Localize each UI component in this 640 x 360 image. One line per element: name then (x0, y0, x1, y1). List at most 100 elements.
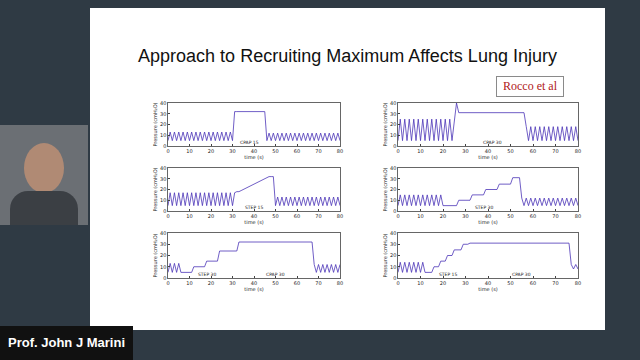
svg-text:80: 80 (337, 280, 343, 286)
svg-text:30: 30 (229, 280, 235, 286)
svg-text:time (s): time (s) (244, 286, 263, 292)
svg-text:40: 40 (390, 230, 396, 236)
svg-text:0: 0 (166, 213, 169, 219)
svg-text:70: 70 (552, 280, 558, 286)
svg-text:40: 40 (160, 165, 166, 171)
svg-text:60: 60 (294, 213, 300, 219)
svg-text:20: 20 (208, 213, 214, 219)
svg-text:60: 60 (530, 213, 536, 219)
svg-text:0: 0 (396, 148, 399, 154)
svg-text:50: 50 (507, 213, 513, 219)
svg-text:40: 40 (390, 165, 396, 171)
svg-text:Pressure (cmH₂O): Pressure (cmH₂O) (152, 102, 158, 146)
svg-text:CPAP 30: CPAP 30 (266, 272, 285, 277)
svg-text:30: 30 (390, 241, 396, 247)
svg-text:0: 0 (393, 208, 396, 214)
svg-text:50: 50 (272, 280, 278, 286)
svg-text:20: 20 (390, 186, 396, 192)
svg-text:20: 20 (440, 213, 446, 219)
svg-text:60: 60 (530, 148, 536, 154)
svg-text:time (s): time (s) (478, 154, 497, 160)
svg-text:STEP 30: STEP 30 (475, 205, 493, 210)
svg-text:80: 80 (575, 148, 581, 154)
svg-text:20: 20 (160, 186, 166, 192)
svg-text:10: 10 (186, 148, 192, 154)
svg-text:0: 0 (163, 208, 166, 214)
svg-text:40: 40 (160, 100, 166, 106)
svg-text:20: 20 (440, 280, 446, 286)
svg-text:time (s): time (s) (244, 154, 263, 160)
svg-text:10: 10 (390, 264, 396, 270)
svg-text:40: 40 (160, 230, 166, 236)
svg-text:30: 30 (160, 111, 166, 117)
svg-text:50: 50 (507, 148, 513, 154)
svg-text:STEP 15: STEP 15 (439, 272, 457, 277)
svg-text:10: 10 (186, 280, 192, 286)
svg-text:30: 30 (462, 148, 468, 154)
svg-text:10: 10 (417, 213, 423, 219)
svg-text:40: 40 (251, 280, 257, 286)
svg-text:30: 30 (229, 213, 235, 219)
svg-text:40: 40 (485, 213, 491, 219)
svg-text:40: 40 (485, 280, 491, 286)
svg-text:40: 40 (485, 148, 491, 154)
svg-text:20: 20 (160, 121, 166, 127)
svg-text:80: 80 (337, 213, 343, 219)
svg-text:30: 30 (462, 213, 468, 219)
svg-text:70: 70 (552, 148, 558, 154)
svg-text:30: 30 (160, 241, 166, 247)
svg-text:STEP 30: STEP 30 (198, 272, 216, 277)
svg-text:30: 30 (390, 111, 396, 117)
svg-text:10: 10 (390, 132, 396, 138)
svg-text:40: 40 (251, 213, 257, 219)
svg-text:20: 20 (208, 148, 214, 154)
svg-text:40: 40 (251, 148, 257, 154)
svg-text:CPAP 30: CPAP 30 (483, 140, 502, 145)
svg-text:80: 80 (575, 280, 581, 286)
svg-text:20: 20 (160, 252, 166, 258)
svg-text:80: 80 (337, 148, 343, 154)
svg-text:30: 30 (390, 176, 396, 182)
svg-text:20: 20 (208, 280, 214, 286)
svg-text:0: 0 (393, 275, 396, 281)
svg-text:CPAP 15: CPAP 15 (240, 140, 259, 145)
svg-text:CPAP 30: CPAP 30 (512, 272, 531, 277)
svg-text:70: 70 (315, 148, 321, 154)
svg-text:70: 70 (315, 213, 321, 219)
svg-text:10: 10 (417, 148, 423, 154)
svg-text:70: 70 (552, 213, 558, 219)
svg-text:80: 80 (575, 213, 581, 219)
svg-text:60: 60 (294, 148, 300, 154)
svg-text:10: 10 (417, 280, 423, 286)
svg-text:Pressure (cmH₂O): Pressure (cmH₂O) (382, 167, 388, 211)
svg-text:20: 20 (440, 148, 446, 154)
svg-text:50: 50 (272, 148, 278, 154)
svg-text:20: 20 (390, 252, 396, 258)
svg-text:STEP 15: STEP 15 (245, 205, 263, 210)
svg-text:30: 30 (462, 280, 468, 286)
svg-text:10: 10 (390, 197, 396, 203)
svg-text:60: 60 (530, 280, 536, 286)
svg-text:Pressure (cmH₂O): Pressure (cmH₂O) (382, 102, 388, 146)
svg-text:10: 10 (160, 264, 166, 270)
svg-text:70: 70 (315, 280, 321, 286)
svg-text:10: 10 (160, 197, 166, 203)
svg-text:20: 20 (390, 121, 396, 127)
svg-text:time (s): time (s) (244, 219, 263, 225)
svg-text:time (s): time (s) (478, 219, 497, 225)
svg-text:30: 30 (160, 176, 166, 182)
svg-text:0: 0 (396, 213, 399, 219)
svg-text:0: 0 (393, 143, 396, 149)
svg-text:Pressure (cmH₂O): Pressure (cmH₂O) (152, 233, 158, 277)
svg-text:Pressure (cmH₂O): Pressure (cmH₂O) (152, 167, 158, 211)
svg-text:time (s): time (s) (478, 286, 497, 292)
svg-text:10: 10 (160, 132, 166, 138)
svg-text:30: 30 (229, 148, 235, 154)
svg-text:0: 0 (166, 280, 169, 286)
svg-text:60: 60 (294, 280, 300, 286)
svg-text:Pressure (cmH₂O): Pressure (cmH₂O) (382, 233, 388, 277)
svg-text:0: 0 (163, 275, 166, 281)
svg-text:0: 0 (163, 143, 166, 149)
svg-text:50: 50 (507, 280, 513, 286)
svg-text:0: 0 (166, 148, 169, 154)
